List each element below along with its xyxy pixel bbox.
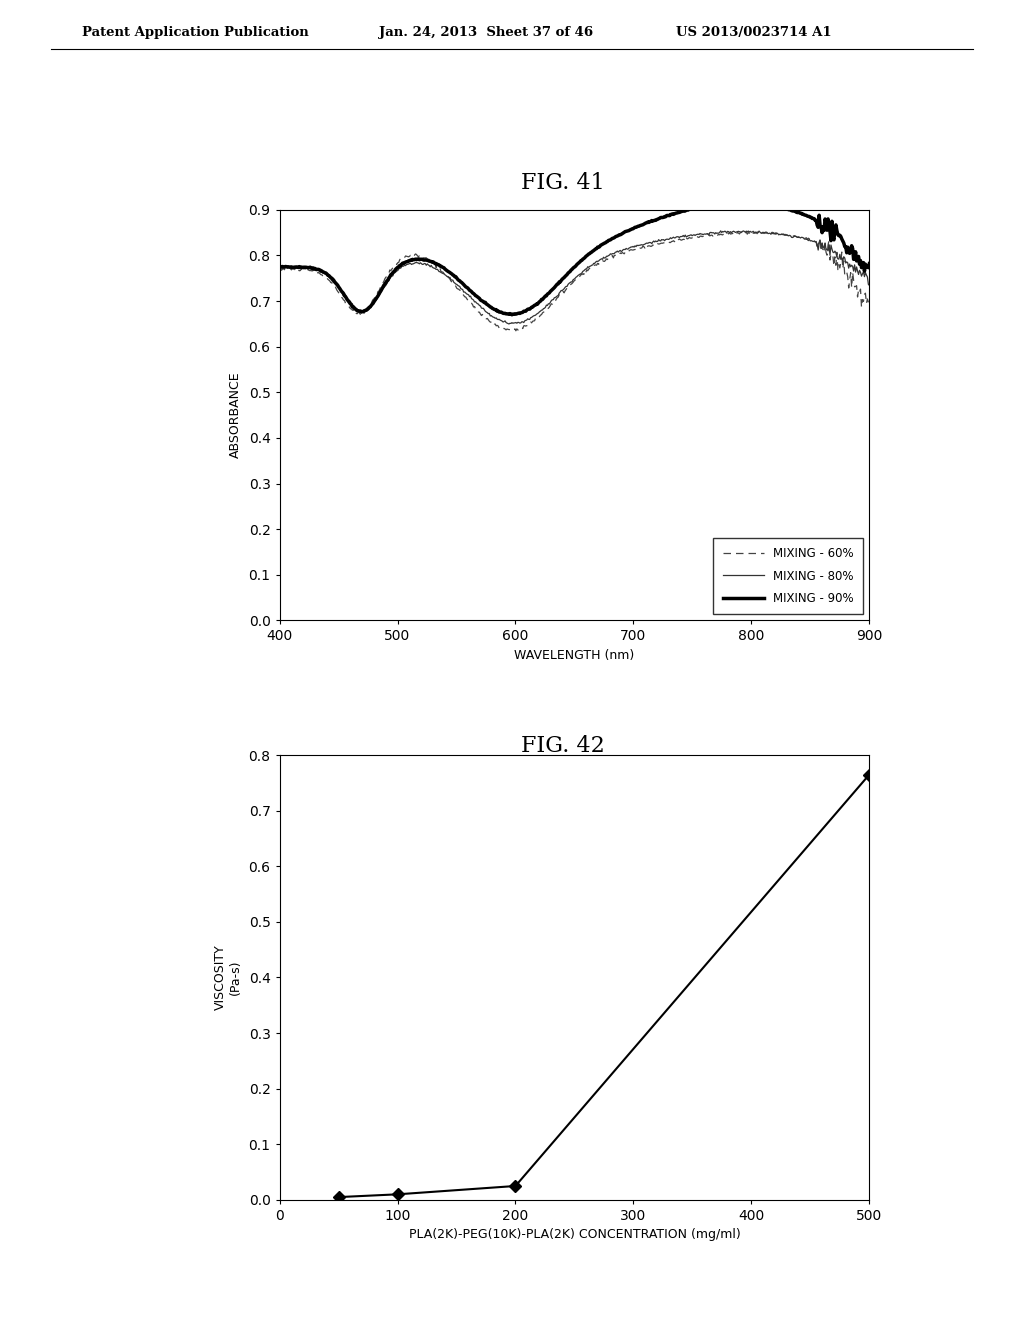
Text: Jan. 24, 2013  Sheet 37 of 46: Jan. 24, 2013 Sheet 37 of 46 (379, 26, 593, 40)
X-axis label: PLA(2K)-PEG(10K)-PLA(2K) CONCENTRATION (mg/ml): PLA(2K)-PEG(10K)-PLA(2K) CONCENTRATION (… (409, 1229, 740, 1242)
Y-axis label: ABSORBANCE: ABSORBANCE (228, 372, 242, 458)
Text: US 2013/0023714 A1: US 2013/0023714 A1 (676, 26, 831, 40)
X-axis label: WAVELENGTH (nm): WAVELENGTH (nm) (514, 649, 635, 663)
Text: FIG. 41: FIG. 41 (521, 172, 605, 194)
Y-axis label: VISCOSITY
(Pa-s): VISCOSITY (Pa-s) (214, 945, 242, 1010)
Legend: MIXING - 60%, MIXING - 80%, MIXING - 90%: MIXING - 60%, MIXING - 80%, MIXING - 90% (713, 537, 863, 615)
Text: Patent Application Publication: Patent Application Publication (82, 26, 308, 40)
Text: FIG. 42: FIG. 42 (521, 735, 605, 758)
